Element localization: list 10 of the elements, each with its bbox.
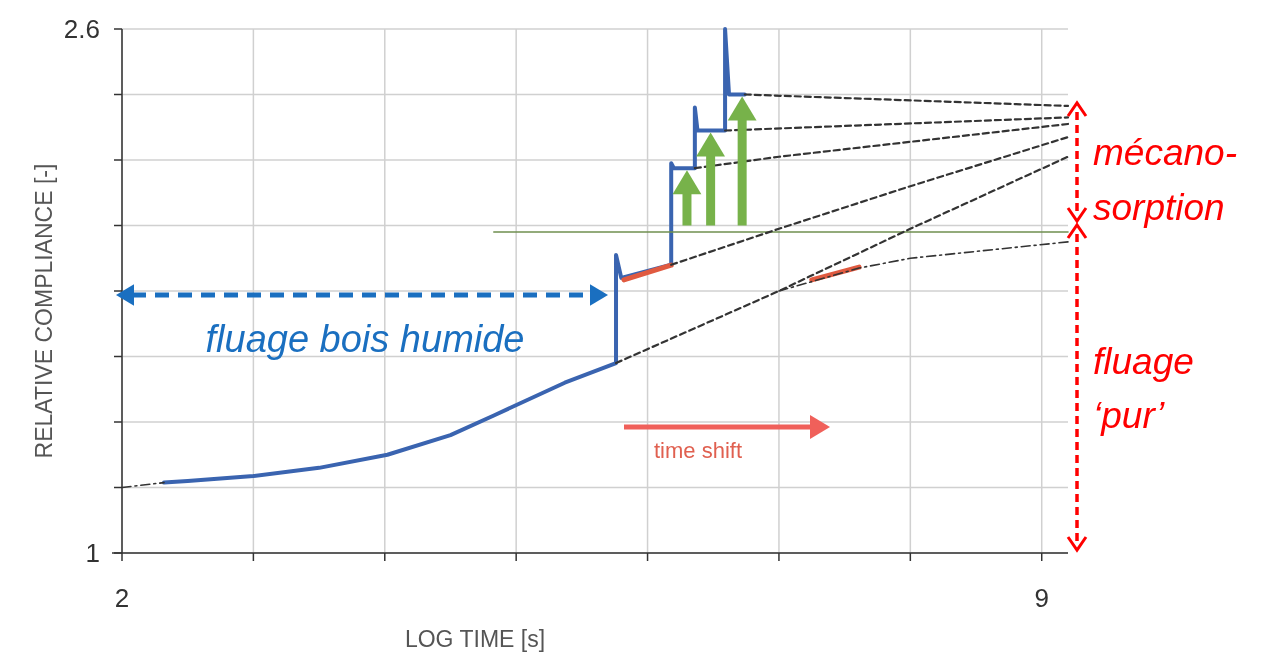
text: fluage ‘pur’ bbox=[1093, 341, 1194, 436]
x-tick-label: 2 bbox=[114, 583, 130, 613]
annotation: fluage bois humide bbox=[205, 318, 525, 360]
x-axis-title: LOG TIME [s] bbox=[404, 626, 546, 652]
y-axis-title: RELATIVE COMPLIANCE [-] bbox=[31, 163, 57, 459]
x-tick-label: 9 bbox=[1034, 583, 1049, 613]
annotation: time shift bbox=[653, 438, 743, 463]
y-tick-label: 2.6 bbox=[63, 14, 100, 44]
y-tick-label: 1 bbox=[85, 538, 100, 568]
text: mécano-sorption bbox=[1093, 132, 1237, 228]
